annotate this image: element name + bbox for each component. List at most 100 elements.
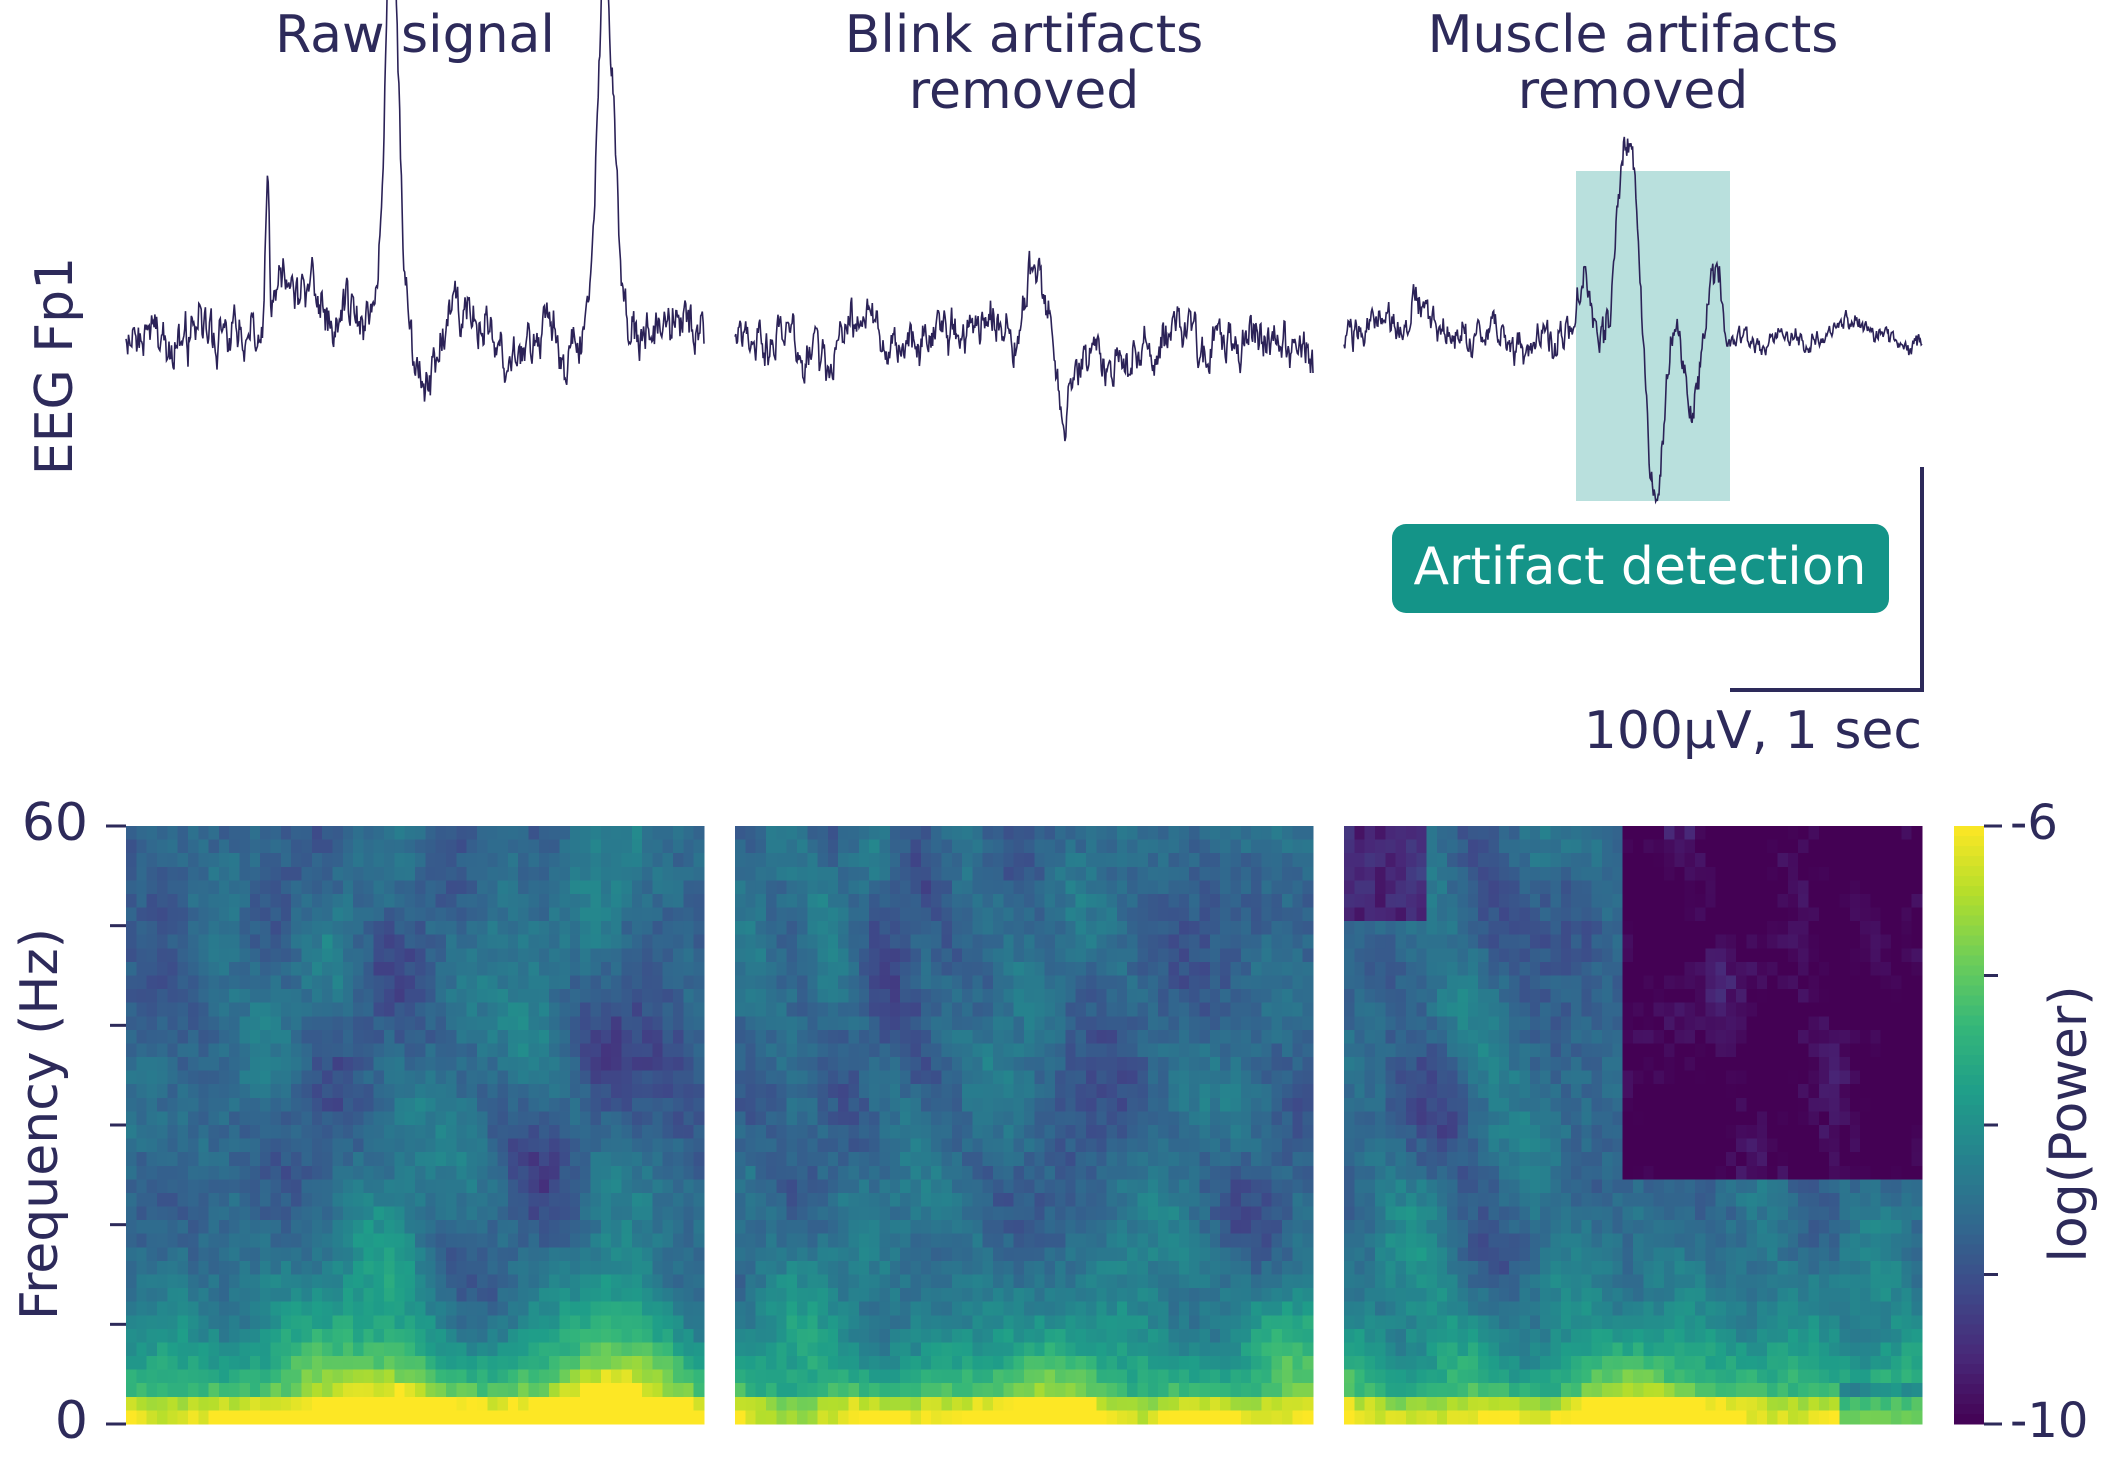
spectrogram-cell [1024,1206,1035,1221]
spectrogram-cell [1240,1356,1252,1371]
spectrogram-cell [1282,1315,1293,1330]
spectrogram-cell [1085,1356,1097,1371]
spectrogram-cell [528,1002,540,1017]
spectrogram-cell [528,1138,540,1153]
spectrogram-cell [167,1125,179,1140]
spectrogram-cell [652,961,664,977]
spectrogram-cell [528,1233,540,1248]
spectrogram-cell [435,1356,447,1371]
spectrogram-cell [1096,1057,1108,1072]
spectrogram-cell [1034,989,1046,1004]
spectrogram-cell [1127,1070,1139,1085]
spectrogram-cell [786,961,798,977]
spectrogram-cell [879,1125,891,1140]
spectrogram-cell [1240,1016,1252,1031]
spectrogram-cell [900,1383,912,1398]
spectrogram-cell [827,1247,839,1262]
spectrogram-cell [208,934,220,949]
spectrogram-cell [136,1043,148,1058]
spectrogram-cell [858,907,870,922]
spectrogram-cell [848,1138,860,1153]
spectrogram-cell [404,1220,416,1235]
spectrogram-cell [941,880,953,895]
spectrogram-cell [342,934,354,949]
spectrogram-cell [291,907,303,922]
spectrogram-cell [1003,1206,1015,1221]
spectrogram-cell [962,1233,973,1248]
spectrogram-cell [569,1288,581,1303]
spectrogram-cell [507,1206,519,1221]
spectrogram-cell [218,866,230,881]
spectrogram-cell [600,1328,612,1344]
spectrogram-cell [301,1152,313,1167]
spectrogram-cell [1096,1111,1108,1126]
spectrogram-cell [528,1356,540,1371]
spectrogram-cell [889,1043,901,1058]
spectrogram-cell [177,1396,189,1412]
spectrogram-cell [879,948,891,963]
spectrogram-cell [683,1247,695,1262]
spectrogram-cell [1024,1029,1035,1045]
spectrogram-cell [735,853,746,868]
spectrogram-cell [879,893,891,909]
spectrogram-cell [931,1165,943,1180]
spectrogram-cell [342,866,354,881]
spectrogram-cell [1024,975,1035,990]
spectrogram-cell [198,880,210,895]
spectrogram-cell [889,880,901,895]
spectrogram-cell [1003,1396,1015,1412]
spectrogram-cell [982,1383,994,1398]
spectrogram-cell [156,1288,168,1303]
spectrogram-cell [920,1383,932,1398]
spectrogram-cell [590,1220,602,1235]
spectrogram-cell [817,1274,829,1289]
spectrogram-cell [538,1356,550,1371]
spectrogram-cell [1106,1029,1118,1045]
spectrogram-cell [177,1342,189,1357]
spectrogram-cell [838,826,850,841]
spectrogram-cell [425,1084,437,1099]
spectrogram-cell [569,880,581,895]
spectrogram-cell [1271,989,1283,1004]
spectrogram-cell [136,1165,148,1180]
spectrogram-cell [652,921,664,936]
spectrogram-cell [1085,1301,1097,1316]
spectrogram-cell [807,1206,819,1221]
spectrogram-cell [404,880,416,895]
spectrogram-cell [198,1288,210,1303]
spectrogram-cell [941,934,953,949]
spectrogram-cell [1044,839,1056,854]
spectrogram-cell [538,921,550,936]
spectrogram-cell [1271,1138,1283,1153]
spectrogram-cell [1240,1043,1252,1058]
spectrogram-cell [373,1165,385,1180]
spectrogram-cell [1189,1396,1201,1412]
spectrogram-cell [1271,839,1283,854]
spectrogram-cell [126,1206,137,1221]
spectrogram-cell [1251,1396,1262,1412]
spectrogram-cell [642,853,653,868]
spectrogram-cell [260,1002,272,1017]
spectrogram-cell [683,1260,695,1276]
spectrogram-cell [786,1179,798,1194]
spectrogram-cell [322,975,334,990]
spectrogram-cell [1065,1410,1077,1425]
spectrogram-cell [951,1410,963,1425]
spectrogram-cell [363,1288,375,1303]
spectrogram-cell [807,1002,819,1017]
spectrogram-cell [1127,948,1139,963]
spectrogram-cell [353,1165,364,1180]
spectrogram-cell [941,866,953,881]
spectrogram-cell [1054,1002,1066,1017]
spectrogram-cell [1065,1260,1077,1276]
spectrogram-cell [1013,893,1025,909]
spectrogram-cell [1127,1029,1139,1045]
spectrogram-cell [239,1165,251,1180]
spectrogram-cell [394,893,406,909]
spectrogram-cell [1271,1043,1283,1058]
spectrogram-cell [322,1288,334,1303]
spectrogram-cell [239,893,251,909]
spectrogram-cell [1034,1152,1046,1167]
spectrogram-cell [435,1220,447,1235]
spectrogram-cell [838,1002,850,1017]
